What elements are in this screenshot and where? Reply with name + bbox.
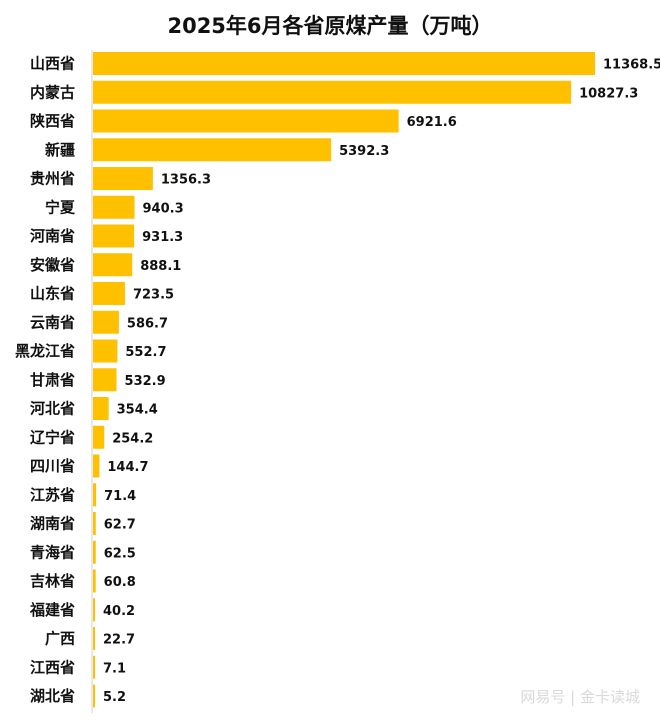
- bar: [93, 253, 133, 277]
- value-label: 354.4: [117, 403, 158, 418]
- category-label: 贵州省: [30, 170, 75, 188]
- bar: [93, 52, 595, 75]
- category-label: 山东省: [30, 285, 75, 303]
- bars-group: [93, 52, 595, 708]
- value-label: 552.7: [125, 345, 166, 360]
- value-label: 888.1: [140, 259, 181, 274]
- category-label: 宁夏: [45, 198, 76, 216]
- category-label: 河北省: [30, 400, 75, 418]
- category-label: 陕西省: [30, 112, 75, 130]
- category-label: 黑龙江省: [15, 342, 75, 360]
- bar: [93, 655, 95, 679]
- bar: [93, 425, 105, 449]
- category-label: 江西省: [30, 658, 75, 676]
- bar: [93, 80, 572, 104]
- bar: [93, 684, 95, 708]
- bar: [93, 167, 153, 190]
- value-label: 62.5: [104, 546, 136, 561]
- bar: [93, 540, 96, 564]
- category-label: 新疆: [45, 141, 75, 159]
- value-label: 5.2: [103, 690, 126, 705]
- bar: [93, 598, 95, 622]
- value-label: 5392.3: [339, 144, 389, 159]
- bar: [93, 627, 95, 650]
- chart-title: 2025年6月各省原煤产量（万吨）: [167, 14, 492, 38]
- bar: [93, 310, 119, 334]
- category-label: 安徽省: [30, 256, 75, 274]
- watermark-text: 网易号 | 金卡读城: [520, 688, 640, 706]
- value-label: 532.9: [125, 374, 166, 389]
- bar: [93, 397, 109, 420]
- category-label: 内蒙古: [30, 83, 75, 101]
- bar: [93, 224, 135, 248]
- bar: [93, 282, 125, 305]
- category-label: 甘肃省: [30, 371, 75, 389]
- category-label: 云南省: [30, 313, 75, 331]
- bar: [93, 368, 117, 392]
- bar: [93, 195, 135, 219]
- value-label: 11368.5: [603, 58, 660, 73]
- value-label: 940.3: [143, 201, 184, 216]
- category-label: 四川省: [30, 457, 75, 475]
- value-labels: 11368.5 10827.3 6921.6 5392.3 1356.3 940.3 931…: [103, 58, 660, 706]
- category-label: 湖南省: [30, 515, 75, 533]
- category-label: 青海省: [30, 543, 75, 561]
- value-label: 60.8: [104, 575, 136, 590]
- category-label: 吉林省: [30, 572, 75, 590]
- value-label: 254.2: [112, 431, 153, 446]
- value-label: 723.5: [133, 288, 174, 303]
- value-label: 40.2: [103, 604, 135, 619]
- category-label: 辽宁省: [30, 428, 75, 446]
- value-label: 586.7: [127, 316, 168, 331]
- category-label: 福建省: [29, 601, 75, 619]
- value-label: 22.7: [103, 633, 135, 648]
- bar: [93, 109, 399, 133]
- bar: [93, 569, 96, 593]
- category-labels: 山西省内蒙古陕西省新疆贵州省宁夏河南省安徽省山东省云南省黑龙江省甘肃省河北省辽宁…: [15, 55, 76, 706]
- category-label: 山西省: [30, 55, 75, 73]
- value-label: 62.7: [104, 518, 136, 533]
- value-label: 931.3: [142, 230, 183, 245]
- value-label: 10827.3: [579, 86, 638, 101]
- bar: [93, 454, 100, 478]
- category-label: 河南省: [30, 227, 75, 245]
- category-label: 江苏省: [30, 486, 75, 504]
- value-label: 71.4: [104, 489, 136, 504]
- value-label: 144.7: [107, 460, 148, 475]
- bar: [93, 483, 97, 507]
- category-label: 广西: [45, 630, 75, 648]
- value-label: 1356.3: [161, 173, 211, 188]
- bar: [93, 512, 96, 535]
- bar: [93, 339, 118, 363]
- bar: [93, 138, 332, 162]
- value-label: 7.1: [103, 661, 126, 676]
- category-label: 湖北省: [30, 687, 75, 705]
- value-label: 6921.6: [407, 115, 457, 130]
